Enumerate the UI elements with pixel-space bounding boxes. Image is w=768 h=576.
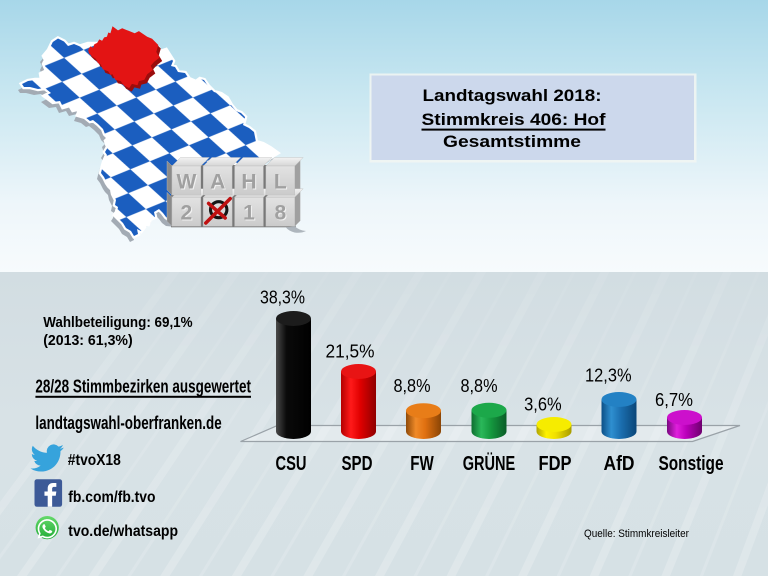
svg-text:H: H — [242, 171, 257, 194]
svg-text:tvo.de/whatsapp: tvo.de/whatsapp — [68, 523, 178, 540]
svg-text:GRÜNE: GRÜNE — [463, 452, 516, 475]
svg-text:Landtagswahl 2018:: Landtagswahl 2018: — [423, 86, 602, 105]
svg-text:2: 2 — [181, 202, 193, 225]
svg-text:12,3%: 12,3% — [585, 366, 632, 386]
svg-text:Gesamtstimme: Gesamtstimme — [443, 132, 581, 151]
svg-text:SPD: SPD — [342, 453, 373, 475]
svg-text:Quelle: Stimmkreisleiter: Quelle: Stimmkreisleiter — [584, 528, 689, 540]
svg-text:Sonstige: Sonstige — [659, 453, 724, 475]
svg-text:fb.com/fb.tvo: fb.com/fb.tvo — [68, 489, 155, 506]
svg-text:6,7%: 6,7% — [655, 390, 693, 410]
svg-text:L: L — [274, 170, 287, 193]
svg-text:8: 8 — [275, 203, 287, 226]
svg-text:A: A — [210, 170, 225, 193]
svg-text:2: 2 — [182, 203, 194, 226]
svg-text:W: W — [176, 170, 196, 193]
svg-text:(2013: 61,3%): (2013: 61,3%) — [43, 332, 133, 349]
svg-text:1: 1 — [244, 203, 256, 226]
svg-text:W: W — [177, 171, 197, 194]
svg-text:Stimmkreis 406: Hof: Stimmkreis 406: Hof — [422, 110, 606, 129]
svg-text:#tvoX18: #tvoX18 — [68, 452, 121, 469]
svg-text:3,6%: 3,6% — [524, 395, 562, 415]
svg-text:8,8%: 8,8% — [394, 376, 431, 396]
svg-text:38,3%: 38,3% — [260, 288, 305, 308]
svg-text:CSU: CSU — [276, 453, 307, 475]
svg-text:L: L — [275, 171, 288, 194]
svg-text:FDP: FDP — [539, 453, 572, 475]
svg-text:Wahlbeteiligung: 69,1%: Wahlbeteiligung: 69,1% — [43, 314, 192, 331]
svg-text:8,8%: 8,8% — [461, 376, 498, 396]
svg-text:8: 8 — [274, 202, 286, 225]
svg-text:landtagswahl-oberfranken.de: landtagswahl-oberfranken.de — [35, 413, 221, 433]
svg-text:H: H — [241, 170, 256, 193]
svg-text:28/28 Stimmbezirken ausgewerte: 28/28 Stimmbezirken ausgewertet — [35, 377, 251, 397]
svg-text:21,5%: 21,5% — [326, 342, 375, 362]
svg-text:FW: FW — [410, 453, 434, 475]
svg-text:1: 1 — [243, 202, 255, 225]
svg-text:AfD: AfD — [604, 453, 635, 475]
svg-text:A: A — [211, 171, 226, 194]
